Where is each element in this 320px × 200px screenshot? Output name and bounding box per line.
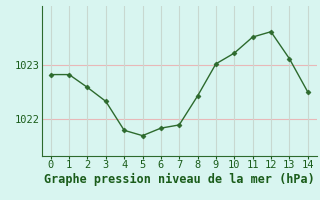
X-axis label: Graphe pression niveau de la mer (hPa): Graphe pression niveau de la mer (hPa) — [44, 173, 315, 186]
